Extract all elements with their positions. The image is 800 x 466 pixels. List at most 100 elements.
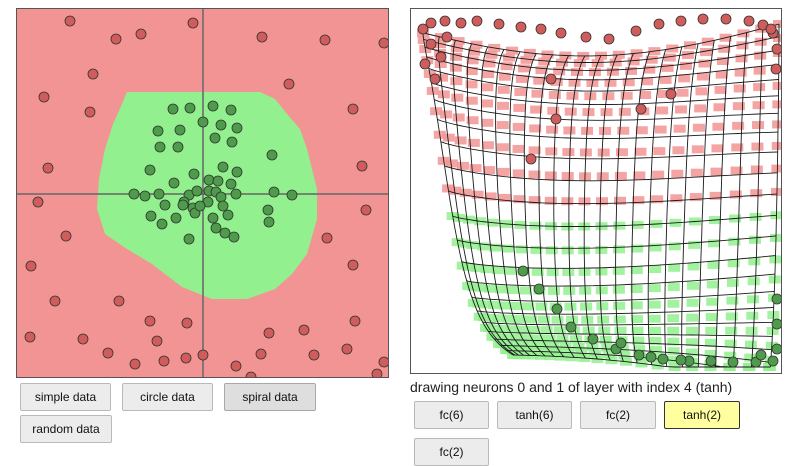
- red-region-cell: [468, 47, 481, 56]
- red-region-cell: [449, 63, 462, 72]
- layer-button-fc2[interactable]: fc(2): [580, 401, 656, 429]
- red-data-point: [158, 355, 170, 367]
- red-region-cell: [553, 67, 566, 76]
- red-region-cell: [692, 123, 705, 132]
- red-region-cell: [517, 64, 530, 73]
- green-region-cell: [648, 314, 661, 323]
- red-data-point: [135, 28, 147, 40]
- layer-button-fc2-second[interactable]: fc(2): [414, 438, 489, 466]
- grid-line: [631, 51, 650, 363]
- red-region-cell: [654, 125, 667, 134]
- input-space-plot[interactable]: [16, 8, 389, 378]
- layer-button-tanh6[interactable]: tanh(6): [497, 401, 572, 429]
- red-region-cell: [538, 57, 551, 66]
- grid-line: [500, 344, 771, 363]
- green-region-cell: [667, 326, 680, 335]
- green-region-cell: [519, 286, 532, 295]
- green-region-cell: [724, 339, 737, 348]
- green-data-point: [231, 122, 243, 134]
- layer-button-tanh2[interactable]: tanh(2): [664, 401, 740, 429]
- spiral-data-button[interactable]: spiral data: [224, 383, 316, 411]
- red-region-cell: [643, 65, 656, 74]
- simple-data-button[interactable]: simple data: [20, 383, 111, 411]
- random-data-button[interactable]: random data: [20, 415, 112, 443]
- red-region-cell: [734, 68, 747, 77]
- green-region-cell: [668, 242, 681, 251]
- red-region-cell: [695, 87, 708, 96]
- green-region-cell: [650, 354, 663, 363]
- green-data-point: [177, 199, 189, 211]
- green-data-point: [172, 141, 184, 153]
- grid-line: [477, 306, 774, 315]
- red-region-cell: [711, 144, 724, 153]
- transformed-red-point: [545, 73, 557, 85]
- red-region-cell: [531, 89, 544, 98]
- green-region-cell: [725, 312, 738, 321]
- red-region-cell: [512, 122, 525, 131]
- red-region-cell: [433, 40, 446, 49]
- green-region-cell: [575, 348, 588, 357]
- green-region-cell: [559, 342, 572, 351]
- green-data-point: [154, 141, 166, 153]
- transformed-green-point: [517, 265, 529, 277]
- warped-grid-svg: [417, 13, 781, 371]
- red-region-cell: [678, 74, 691, 83]
- grid-line: [750, 28, 764, 368]
- red-data-point: [102, 347, 114, 359]
- red-region-cell: [753, 66, 766, 75]
- red-region-cell: [698, 59, 711, 68]
- red-region-cell: [731, 143, 744, 152]
- green-region-cell: [551, 315, 564, 324]
- green-region-cell: [564, 302, 577, 311]
- transformed-red-point: [441, 31, 453, 43]
- green-region-cell: [522, 302, 535, 311]
- red-region-cell: [562, 148, 575, 157]
- circle-data-button[interactable]: circle data: [122, 383, 213, 411]
- red-region-cell: [670, 194, 683, 203]
- green-region-cell: [618, 351, 631, 360]
- green-data-point: [209, 132, 221, 144]
- red-region-cell: [675, 105, 688, 114]
- red-region-cell: [528, 146, 541, 155]
- green-region-cell: [748, 235, 761, 244]
- red-region-cell: [663, 53, 676, 62]
- red-region-cell: [533, 76, 546, 85]
- red-data-point: [42, 162, 54, 174]
- green-region-cell: [632, 336, 645, 345]
- red-region-cell: [632, 196, 645, 205]
- grid-line: [456, 235, 777, 249]
- red-region-cell: [515, 74, 528, 83]
- green-region-cell: [595, 267, 608, 276]
- red-data-point: [349, 315, 361, 327]
- green-region-cell: [510, 333, 523, 342]
- green-region-cell: [489, 243, 502, 252]
- green-region-cell: [547, 286, 560, 295]
- red-region-cell: [459, 188, 472, 197]
- red-data-point: [38, 91, 50, 103]
- red-region-cell: [771, 141, 781, 150]
- green-region-cell: [553, 326, 566, 335]
- red-region-cell: [496, 121, 509, 130]
- transformed-red-point: [580, 31, 592, 43]
- red-region-cell: [561, 172, 574, 181]
- green-region-cell: [543, 334, 556, 343]
- red-data-point: [87, 68, 99, 80]
- green-data-point: [228, 231, 240, 243]
- green-region-cell: [516, 325, 529, 334]
- red-data-point: [64, 15, 76, 27]
- red-region-cell: [529, 124, 542, 133]
- red-region-cell: [602, 92, 615, 101]
- layer-button-fc6[interactable]: fc(6): [414, 401, 489, 429]
- green-region-cell: [613, 315, 626, 324]
- red-region-cell: [661, 63, 674, 72]
- green-data-point: [266, 149, 278, 161]
- green-region-cell: [668, 263, 681, 272]
- green-region-cell: [688, 240, 701, 249]
- red-region-cell: [606, 67, 619, 76]
- red-region-cell: [615, 148, 628, 157]
- grid-line: [568, 55, 586, 359]
- red-data-point: [129, 358, 141, 370]
- green-region-cell: [502, 314, 515, 323]
- transformed-red-point: [720, 13, 732, 25]
- feature-space-plot[interactable]: [410, 8, 782, 374]
